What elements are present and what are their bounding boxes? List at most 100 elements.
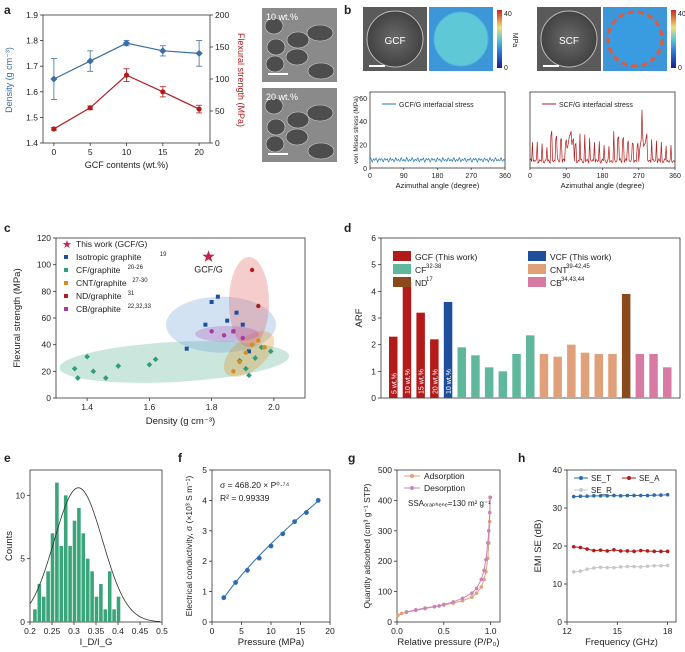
chart-g-point [486,541,490,545]
chart-b-ytick-label: 40 [359,119,367,126]
chart-c-point [225,318,230,323]
chart-d-ytick-label: 3 [371,313,376,323]
chart-c-point [71,365,78,372]
chart-d-bar [621,294,631,398]
chart-a-right-ytick-label: 0 [215,138,220,148]
chart-a-ylabel-right: Flexural strength (MPa) [236,33,246,127]
chart-a-left-ytick-label: 1.5 [26,112,38,122]
chart-f-point [256,555,262,561]
chart-f-fit-line [222,500,319,601]
chart-e-ylabel: Counts [4,531,15,561]
chart-c-legend-label: This work (GCF/G) [76,239,147,249]
chart-c-point [90,368,97,375]
chart-d-legend-swatch [393,251,411,261]
chart-g-point [404,610,409,614]
chart-d-legend-swatch [528,264,546,274]
chart-h-point [612,548,616,552]
chart-d-legend-label: CNT [550,265,567,275]
chart-d-ytick-label: 4 [371,286,376,296]
chart-e-bar [94,596,99,622]
chart-g-ytick-label: 100 [378,587,392,597]
chart-d-bar [512,354,521,398]
chart-h-point [578,494,583,499]
sem-fiber-section [306,104,334,122]
chart-h-legend-marker [579,476,583,480]
chart-h-ytick-label: 30 [553,503,563,513]
chart-h-point [638,493,643,498]
legend-swatch [64,255,68,259]
chart-b-xlabel: Azimuthal angle (degree) [561,181,645,190]
legend-star-icon: ★ [62,239,72,251]
chart-h-ylabel: EMI SE (dB) [533,520,544,573]
sem-fiber-section [264,17,284,35]
chart-c-point [234,310,239,315]
chart-c-ytick-label: 80 [42,286,52,296]
chart-a-point [50,75,58,83]
chart-g-ssa: SSAₒᵣₐₚₕₑₙₑ=130 m² g⁻¹ [408,499,491,508]
chart-e-xtick-label: 0.3 [68,626,80,636]
chart-a-left-ytick-label: 1.9 [26,10,38,20]
chart-a-point [196,106,202,112]
chart-f-xtick-label: 10 [266,626,276,636]
chart-c-xtick-label: 1.4 [81,402,93,412]
chart-e-ytick-label: 10 [16,490,26,500]
chart-e-bar [55,482,59,622]
chart-d-bar [498,371,508,398]
chart-e-xtick-label: 0.45 [132,626,149,636]
chart-d-legend-ref: 34,43,44 [561,277,585,283]
region-cnt [223,331,275,377]
chart-f-point [268,543,274,549]
stress-map-fiber [433,11,489,67]
chart-g-legend-marker [410,474,414,478]
chart-a-right-ytick-label: 150 [215,42,229,52]
chart-b-xlabel: Azimuthal angle (degree) [396,181,480,190]
legend-swatch [64,294,68,298]
chart-c-point [215,294,220,299]
chart-c-ytick-label: 60 [42,313,52,323]
chart-b-xtick-label: 270 [633,173,645,180]
chart-a-point [159,47,167,55]
chart-g-point [432,604,437,609]
chart-g-point [451,600,455,604]
chart-h-legend-label: SE_A [639,474,660,483]
chart-f-point [233,580,239,585]
chart-e-bar [81,533,86,622]
chart-g-point [460,596,465,601]
chart-c-point [84,353,90,360]
chart-f-xtick-label: 20 [325,626,335,636]
chart-h-point [632,493,636,498]
panel-label-e: e [4,451,11,465]
chart-c-ytick-label: 100 [37,260,51,270]
legend-swatch [64,307,68,311]
chart-c-legend-ref: 22,32,33 [128,304,152,310]
chart-a-left-ytick-label: 1.4 [26,138,38,148]
chart-g-point [474,591,479,595]
chart-g-point [474,586,479,591]
chart-h-frame [566,469,677,623]
chart-e-xtick-label: 0.2 [24,626,36,636]
chart-f-ytick-label: 1 [202,587,207,597]
sem-fiber-section [286,31,310,49]
chart-h-point [625,564,630,569]
chart-e-bar [90,571,94,622]
chart-e-xtick-label: 0.5 [156,626,168,636]
chart-d-legend-ref: 32-38 [426,264,442,270]
chart-e-bar [77,508,81,622]
chart-c-ytick-label: 120 [37,233,51,243]
chart-h-legend-label: SE_R [591,486,612,495]
chart-a-xlabel: GCF contents (wt.%) [85,160,169,170]
chart-g-point [423,606,427,610]
chart-c-point [246,372,252,379]
chart-h-ytick-label: 0 [557,617,562,627]
chart-g-xtick-label: 0.5 [438,626,450,636]
chart-b-xtick-label: 0 [528,173,532,180]
chart-c-point [243,365,249,372]
chart-d-ytick-label: 6 [371,233,376,243]
chart-d-bar [663,367,672,398]
chart-d-legend-label: GCF (This work) [415,252,478,262]
panel-label-d: d [344,221,351,235]
chart-g-line-adsorption [397,497,491,616]
chart-f-xtick-label: 15 [296,626,306,636]
chart-d-bar-label: 20 wt.% [432,369,439,394]
chart-h-point [571,494,576,499]
